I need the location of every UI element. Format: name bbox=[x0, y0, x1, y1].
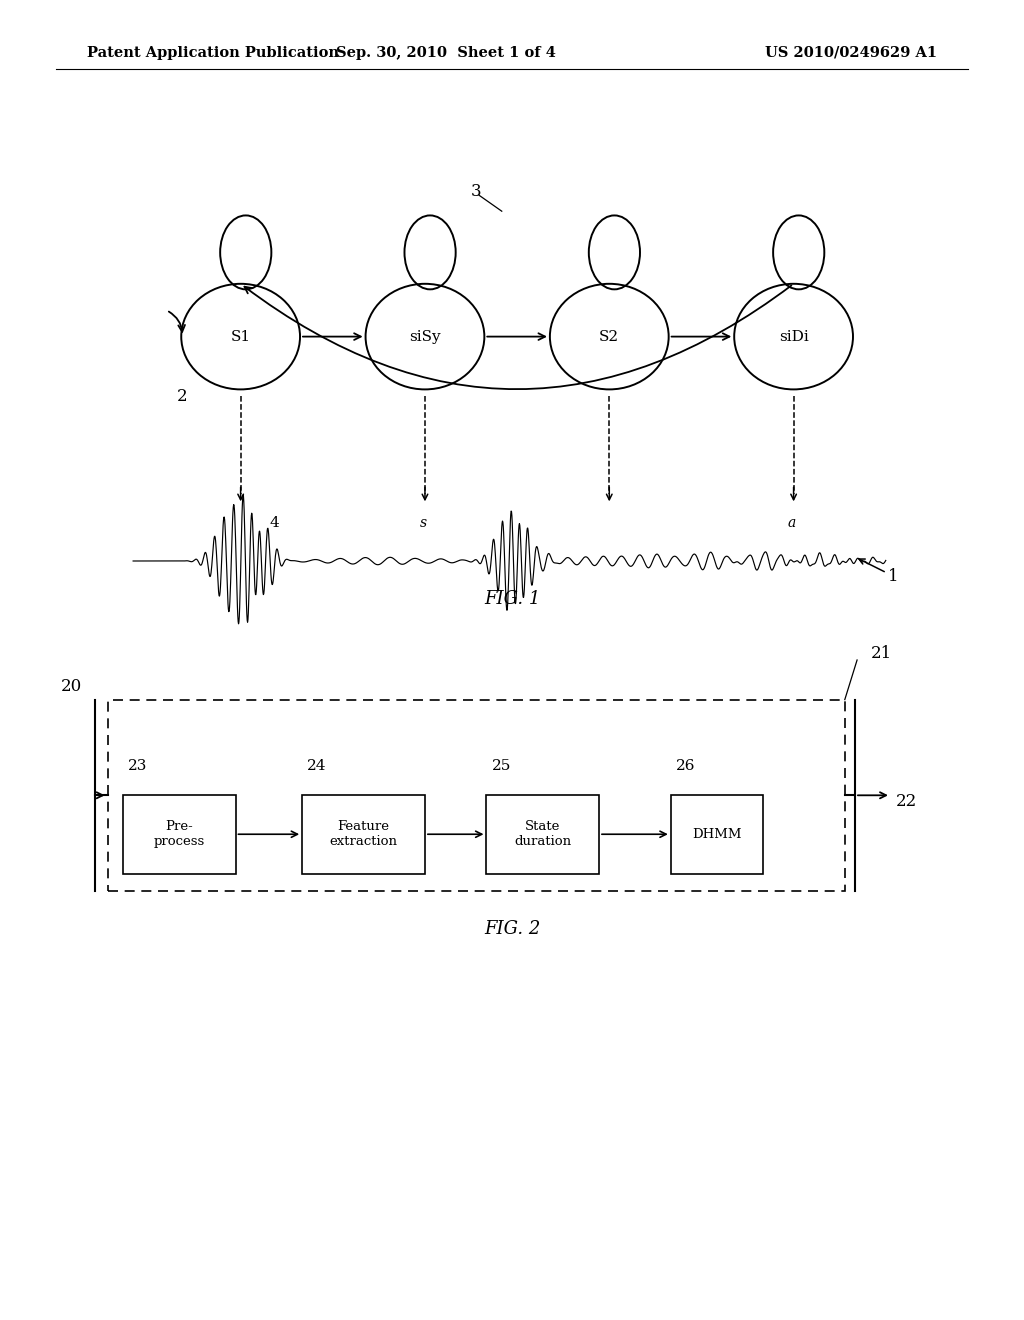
Text: S1: S1 bbox=[230, 330, 251, 343]
Bar bbox=[302, 795, 425, 874]
Bar bbox=[123, 795, 236, 874]
Text: 25: 25 bbox=[492, 759, 511, 772]
Text: State
duration: State duration bbox=[514, 820, 571, 849]
Text: Feature
extraction: Feature extraction bbox=[330, 820, 397, 849]
Text: 1: 1 bbox=[888, 569, 898, 585]
Text: 23: 23 bbox=[128, 759, 147, 772]
Text: siDi: siDi bbox=[778, 330, 809, 343]
Text: siSy: siSy bbox=[410, 330, 440, 343]
Text: 22: 22 bbox=[896, 793, 918, 810]
Text: FIG. 1: FIG. 1 bbox=[483, 590, 541, 609]
Text: Patent Application Publication: Patent Application Publication bbox=[87, 46, 339, 59]
Text: Sep. 30, 2010  Sheet 1 of 4: Sep. 30, 2010 Sheet 1 of 4 bbox=[336, 46, 555, 59]
FancyArrowPatch shape bbox=[245, 285, 792, 389]
Text: DHMM: DHMM bbox=[692, 828, 741, 841]
Text: 24: 24 bbox=[307, 759, 327, 772]
Text: 4: 4 bbox=[269, 516, 280, 529]
Text: 3: 3 bbox=[471, 183, 481, 199]
Text: Pre-
process: Pre- process bbox=[154, 820, 205, 849]
Text: 2: 2 bbox=[177, 388, 187, 404]
Bar bbox=[108, 700, 845, 891]
Text: US 2010/0249629 A1: US 2010/0249629 A1 bbox=[765, 46, 937, 59]
Text: s: s bbox=[420, 516, 426, 529]
Text: a: a bbox=[787, 516, 796, 529]
Text: 21: 21 bbox=[870, 645, 892, 661]
Text: FIG. 2: FIG. 2 bbox=[483, 920, 541, 939]
FancyArrowPatch shape bbox=[169, 312, 185, 331]
Text: 26: 26 bbox=[676, 759, 695, 772]
Text: 20: 20 bbox=[60, 678, 82, 694]
Text: S2: S2 bbox=[599, 330, 620, 343]
Bar bbox=[486, 795, 599, 874]
Bar bbox=[671, 795, 763, 874]
